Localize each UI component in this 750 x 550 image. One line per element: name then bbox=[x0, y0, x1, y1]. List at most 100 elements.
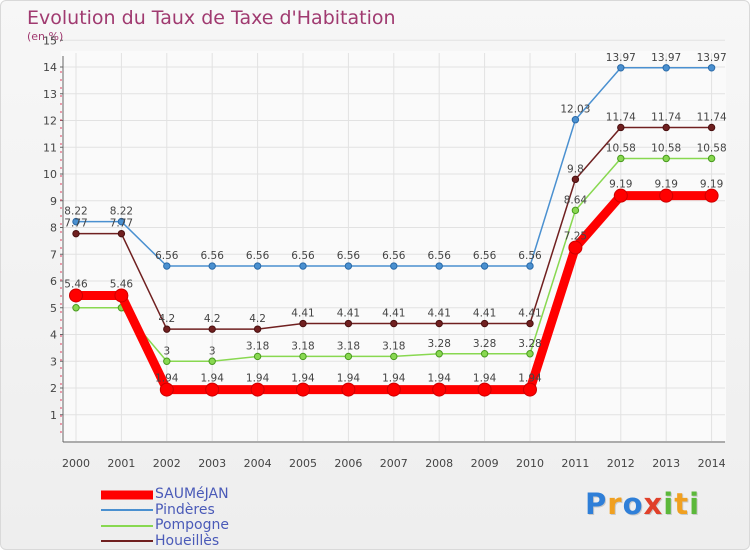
series-1-data-label-2: 6.56 bbox=[155, 250, 179, 262]
y-tick-label-5: 5 bbox=[50, 302, 57, 315]
series-1-point-4 bbox=[253, 262, 262, 270]
y-tick-label-9: 9 bbox=[50, 195, 57, 208]
series-3-point-14 bbox=[707, 123, 716, 132]
x-tick-label-2000: 2000 bbox=[62, 457, 90, 470]
series-1-point-10 bbox=[526, 262, 534, 270]
series-0-point-3 bbox=[205, 382, 220, 397]
y-tick-label-14: 14 bbox=[43, 61, 57, 74]
series-0-point-2 bbox=[159, 382, 174, 397]
series-3-data-label-9: 4.41 bbox=[473, 308, 496, 320]
series-2-data-label-11: 8.64 bbox=[564, 194, 588, 206]
x-tick-label-2009: 2009 bbox=[471, 457, 499, 470]
series-3-point-1 bbox=[117, 229, 126, 238]
y-tick-label-7: 7 bbox=[50, 248, 57, 261]
series-1-point-6 bbox=[344, 262, 353, 270]
series-1-point-1 bbox=[117, 217, 126, 226]
legend-label-3: Houeillès bbox=[155, 532, 220, 549]
series-3-point-6 bbox=[344, 319, 353, 328]
series-0-data-label-7: 1.94 bbox=[382, 373, 406, 385]
series-0-data-label-2: 1.94 bbox=[155, 373, 179, 385]
x-tick-label-2014: 2014 bbox=[698, 457, 726, 470]
series-1-data-label-11: 12.03 bbox=[560, 104, 590, 116]
y-tick-label-10: 10 bbox=[43, 168, 57, 181]
series-0-point-13 bbox=[659, 188, 674, 203]
series-1-data-label-5: 6.56 bbox=[291, 250, 315, 262]
series-1-point-9 bbox=[480, 262, 489, 270]
series-2-data-label-2: 3 bbox=[163, 345, 170, 357]
series-1-data-label-12: 13.97 bbox=[606, 52, 636, 64]
brand-letter-5: t bbox=[674, 487, 690, 521]
series-2-point-3 bbox=[208, 357, 216, 365]
y-tick-label-12: 12 bbox=[43, 115, 57, 128]
series-3-point-0 bbox=[72, 229, 80, 238]
series-3-data-label-7: 4.41 bbox=[382, 308, 405, 320]
series-3-point-7 bbox=[390, 319, 398, 328]
series-1-point-8 bbox=[435, 262, 443, 270]
series-2-data-label-12: 10.58 bbox=[606, 142, 636, 154]
y-tick-label-2: 2 bbox=[50, 382, 57, 395]
x-tick-label-2007: 2007 bbox=[380, 457, 408, 470]
series-0-data-label-3: 1.94 bbox=[201, 373, 225, 385]
series-1-data-label-6: 6.56 bbox=[337, 250, 361, 262]
series-3-point-12 bbox=[617, 123, 625, 132]
x-tick-label-2012: 2012 bbox=[607, 457, 635, 470]
series-3-data-label-2: 4.2 bbox=[158, 313, 175, 325]
series-2-point-13 bbox=[662, 154, 670, 163]
series-3-point-11 bbox=[571, 175, 580, 184]
x-tick-label-2006: 2006 bbox=[334, 457, 362, 470]
series-3-point-10 bbox=[526, 319, 534, 328]
series-0-data-label-1: 5.46 bbox=[110, 278, 134, 290]
series-2-point-14 bbox=[707, 154, 716, 163]
series-1-point-13 bbox=[662, 64, 670, 72]
series-2-point-2 bbox=[163, 357, 171, 365]
series-0-point-10 bbox=[523, 382, 537, 397]
series-3-data-label-11: 9.8 bbox=[567, 163, 584, 175]
series-2-data-label-8: 3.28 bbox=[428, 338, 451, 350]
x-tick-label-2008: 2008 bbox=[425, 457, 453, 470]
series-1-point-7 bbox=[390, 262, 398, 270]
series-0-point-12 bbox=[613, 188, 628, 203]
series-2-point-9 bbox=[480, 350, 489, 358]
series-0-data-label-4: 1.94 bbox=[246, 373, 270, 385]
series-2-point-10 bbox=[526, 350, 534, 358]
series-3-data-label-6: 4.41 bbox=[337, 308, 360, 320]
legend-label-1: Pindères bbox=[155, 501, 215, 518]
series-2-point-12 bbox=[617, 154, 625, 163]
x-tick-label-2005: 2005 bbox=[289, 457, 317, 470]
series-3-point-9 bbox=[480, 319, 489, 328]
series-2-point-5 bbox=[299, 352, 307, 361]
series-0-data-label-0: 5.46 bbox=[64, 278, 88, 290]
series-0-point-0 bbox=[69, 288, 83, 303]
series-0-data-label-13: 9.19 bbox=[655, 179, 678, 191]
brand-letter-3: x bbox=[643, 487, 664, 521]
series-1-point-11 bbox=[571, 115, 580, 124]
x-tick-label-2002: 2002 bbox=[153, 457, 181, 470]
series-0-point-6 bbox=[341, 382, 356, 397]
series-2-data-label-14: 10.58 bbox=[697, 142, 727, 154]
x-tick-label-2010: 2010 bbox=[516, 457, 544, 470]
series-2-point-6 bbox=[344, 352, 353, 361]
series-0-data-label-9: 1.94 bbox=[473, 373, 497, 385]
legend-swatch-1 bbox=[101, 509, 153, 512]
series-3-data-label-13: 11.74 bbox=[651, 111, 681, 123]
series-3-point-5 bbox=[299, 319, 307, 328]
series-0-data-label-6: 1.94 bbox=[337, 373, 361, 385]
legend-label-0: SAUMéJAN bbox=[155, 486, 229, 502]
series-0-data-label-11: 7.25 bbox=[564, 231, 587, 243]
series-0-data-label-12: 9.19 bbox=[609, 179, 632, 191]
y-tick-label-8: 8 bbox=[50, 222, 57, 235]
y-tick-label-6: 6 bbox=[50, 275, 57, 288]
series-3-data-label-3: 4.2 bbox=[204, 313, 221, 325]
series-1-point-5 bbox=[299, 262, 307, 270]
series-3-point-3 bbox=[208, 325, 216, 333]
series-1-data-label-14: 13.97 bbox=[697, 52, 727, 64]
series-3-data-label-1: 7.77 bbox=[110, 218, 133, 230]
series-3-point-13 bbox=[662, 123, 670, 132]
x-tick-label-2003: 2003 bbox=[198, 457, 226, 470]
series-0-data-label-14: 9.19 bbox=[700, 179, 723, 191]
series-3-data-label-12: 11.74 bbox=[606, 111, 636, 123]
series-2-data-label-7: 3.18 bbox=[382, 340, 405, 352]
y-tick-label-11: 11 bbox=[43, 141, 57, 154]
